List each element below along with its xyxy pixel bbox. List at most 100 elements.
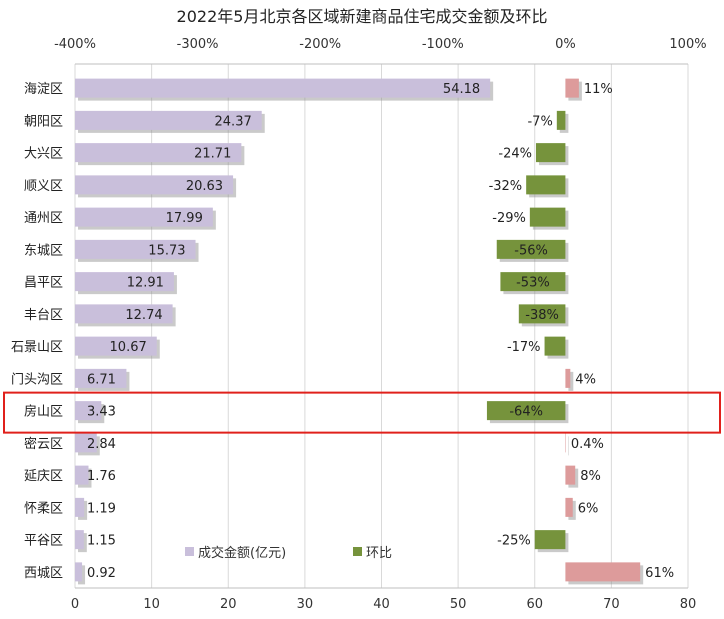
amount-label: 12.74 [125, 308, 162, 323]
change-bar [534, 530, 566, 550]
amount-label: 2.84 [87, 437, 116, 452]
category-label: 石景山区 [11, 340, 63, 355]
category-label: 密云区 [24, 436, 63, 452]
category-label: 平谷区 [24, 534, 63, 549]
change-label: 6% [578, 501, 599, 516]
change-bar [544, 336, 566, 356]
x-tick-label-bottom: 20 [220, 597, 237, 612]
x-tick-label-top: 0% [555, 37, 576, 52]
change-bar [565, 465, 576, 485]
change-bar [496, 239, 566, 259]
x-tick-label-bottom: 50 [450, 597, 467, 612]
change-bar [518, 304, 566, 324]
legend: 成交金额(亿元) 环比 [185, 545, 392, 561]
change-bar-shadow [568, 371, 574, 391]
x-tick-label-top: -400% [54, 37, 96, 52]
amount-label: 15.73 [148, 243, 185, 258]
legend-label-amount: 成交金额(亿元) [198, 545, 286, 561]
category-label: 延庆区 [24, 469, 63, 484]
amount-bar [75, 562, 83, 582]
change-bar [556, 110, 566, 130]
amount-label: 1.19 [87, 501, 116, 516]
x-tick-label-top: -100% [422, 37, 464, 52]
amount-bar [75, 272, 174, 292]
amount-bar [75, 433, 97, 453]
amount-label: 20.63 [186, 179, 223, 194]
amount-label: 10.67 [110, 340, 147, 355]
change-label: 4% [575, 372, 596, 387]
change-label: 11% [584, 82, 613, 97]
amount-label: 3.43 [87, 405, 116, 420]
amount-bar [75, 368, 127, 388]
highlight-box [3, 391, 721, 434]
x-tick-label-bottom: 40 [373, 597, 390, 612]
change-label: 61% [645, 566, 674, 581]
amount-bar [75, 497, 85, 517]
change-series: 11% -7% -24% -32% -29% -56% -53% -38% -17% 4% -64%… [486, 78, 674, 585]
amount-label: 1.15 [87, 534, 116, 549]
change-label: -64% [509, 405, 543, 420]
change-label: -53% [516, 276, 550, 291]
amount-bar [75, 110, 262, 130]
category-label: 朝阳区 [24, 114, 63, 129]
x-tick-label-top: -200% [299, 37, 341, 52]
x-tick-label-bottom: 10 [143, 597, 160, 612]
change-label: -7% [527, 114, 552, 129]
x-tick-label-bottom: 60 [526, 597, 543, 612]
change-label: -29% [492, 211, 526, 226]
top-axis: -400% -300% -200% -100% 0% 100% [54, 37, 707, 65]
category-label: 门头沟区 [11, 372, 63, 387]
amount-bar [75, 175, 234, 195]
category-label: 西城区 [24, 566, 63, 581]
amount-bar [75, 207, 213, 227]
category-label: 大兴区 [24, 147, 63, 162]
amount-label: 24.37 [215, 114, 252, 129]
change-label: -32% [489, 179, 523, 194]
amount-bar [75, 143, 242, 163]
change-bar [565, 78, 579, 98]
change-label: -25% [497, 534, 531, 549]
change-bar [565, 368, 571, 388]
change-label: 0.4% [571, 437, 604, 452]
category-label: 怀柔区 [24, 501, 63, 516]
change-bar [526, 175, 566, 195]
x-tick-label-bottom: 0 [71, 597, 79, 612]
amount-label: 6.71 [87, 372, 116, 387]
amount-bar [75, 239, 196, 259]
category-axis: 海淀区朝阳区大兴区顺义区通州区东城区昌平区丰台区石景山区门头沟区房山区密云区延庆… [11, 82, 63, 581]
amount-label: 54.18 [443, 82, 480, 97]
change-bar [565, 562, 641, 582]
change-label: -56% [514, 243, 548, 258]
chart-title: 2022年5月北京各区域新建商品住宅成交金额及环比 [177, 7, 548, 26]
amount-bar [75, 336, 157, 356]
amount-label: 0.92 [87, 566, 116, 581]
amount-series: 54.18 24.37 21.71 20.63 17.99 15.73 12.91 12.74… [75, 78, 494, 585]
change-bar [565, 497, 573, 517]
change-label: -24% [498, 147, 532, 162]
legend-label-change: 环比 [366, 546, 392, 561]
amount-bar [75, 78, 491, 98]
category-label: 房山区 [24, 404, 63, 420]
x-tick-label-bottom: 70 [603, 597, 620, 612]
amount-label: 12.91 [127, 276, 164, 291]
amount-bar [75, 530, 84, 550]
category-label: 海淀区 [24, 82, 63, 97]
change-label: -17% [507, 340, 541, 355]
change-bar [500, 272, 566, 292]
category-label: 通州区 [24, 211, 63, 226]
change-bar [529, 207, 566, 227]
bottom-axis: 0 10 20 30 40 50 60 70 80 [71, 587, 697, 612]
legend-swatch-change [353, 547, 362, 556]
change-bar [535, 143, 566, 163]
category-label: 顺义区 [24, 179, 63, 194]
change-label: 8% [580, 469, 601, 484]
category-label: 丰台区 [24, 308, 63, 323]
change-bar [486, 401, 566, 421]
x-tick-label-bottom: 30 [297, 597, 314, 612]
x-tick-label-top: -300% [177, 37, 219, 52]
amount-label: 21.71 [194, 147, 231, 162]
amount-bar [75, 465, 89, 485]
x-tick-label-top: 100% [669, 37, 706, 52]
x-tick-label-bottom: 80 [680, 597, 697, 612]
